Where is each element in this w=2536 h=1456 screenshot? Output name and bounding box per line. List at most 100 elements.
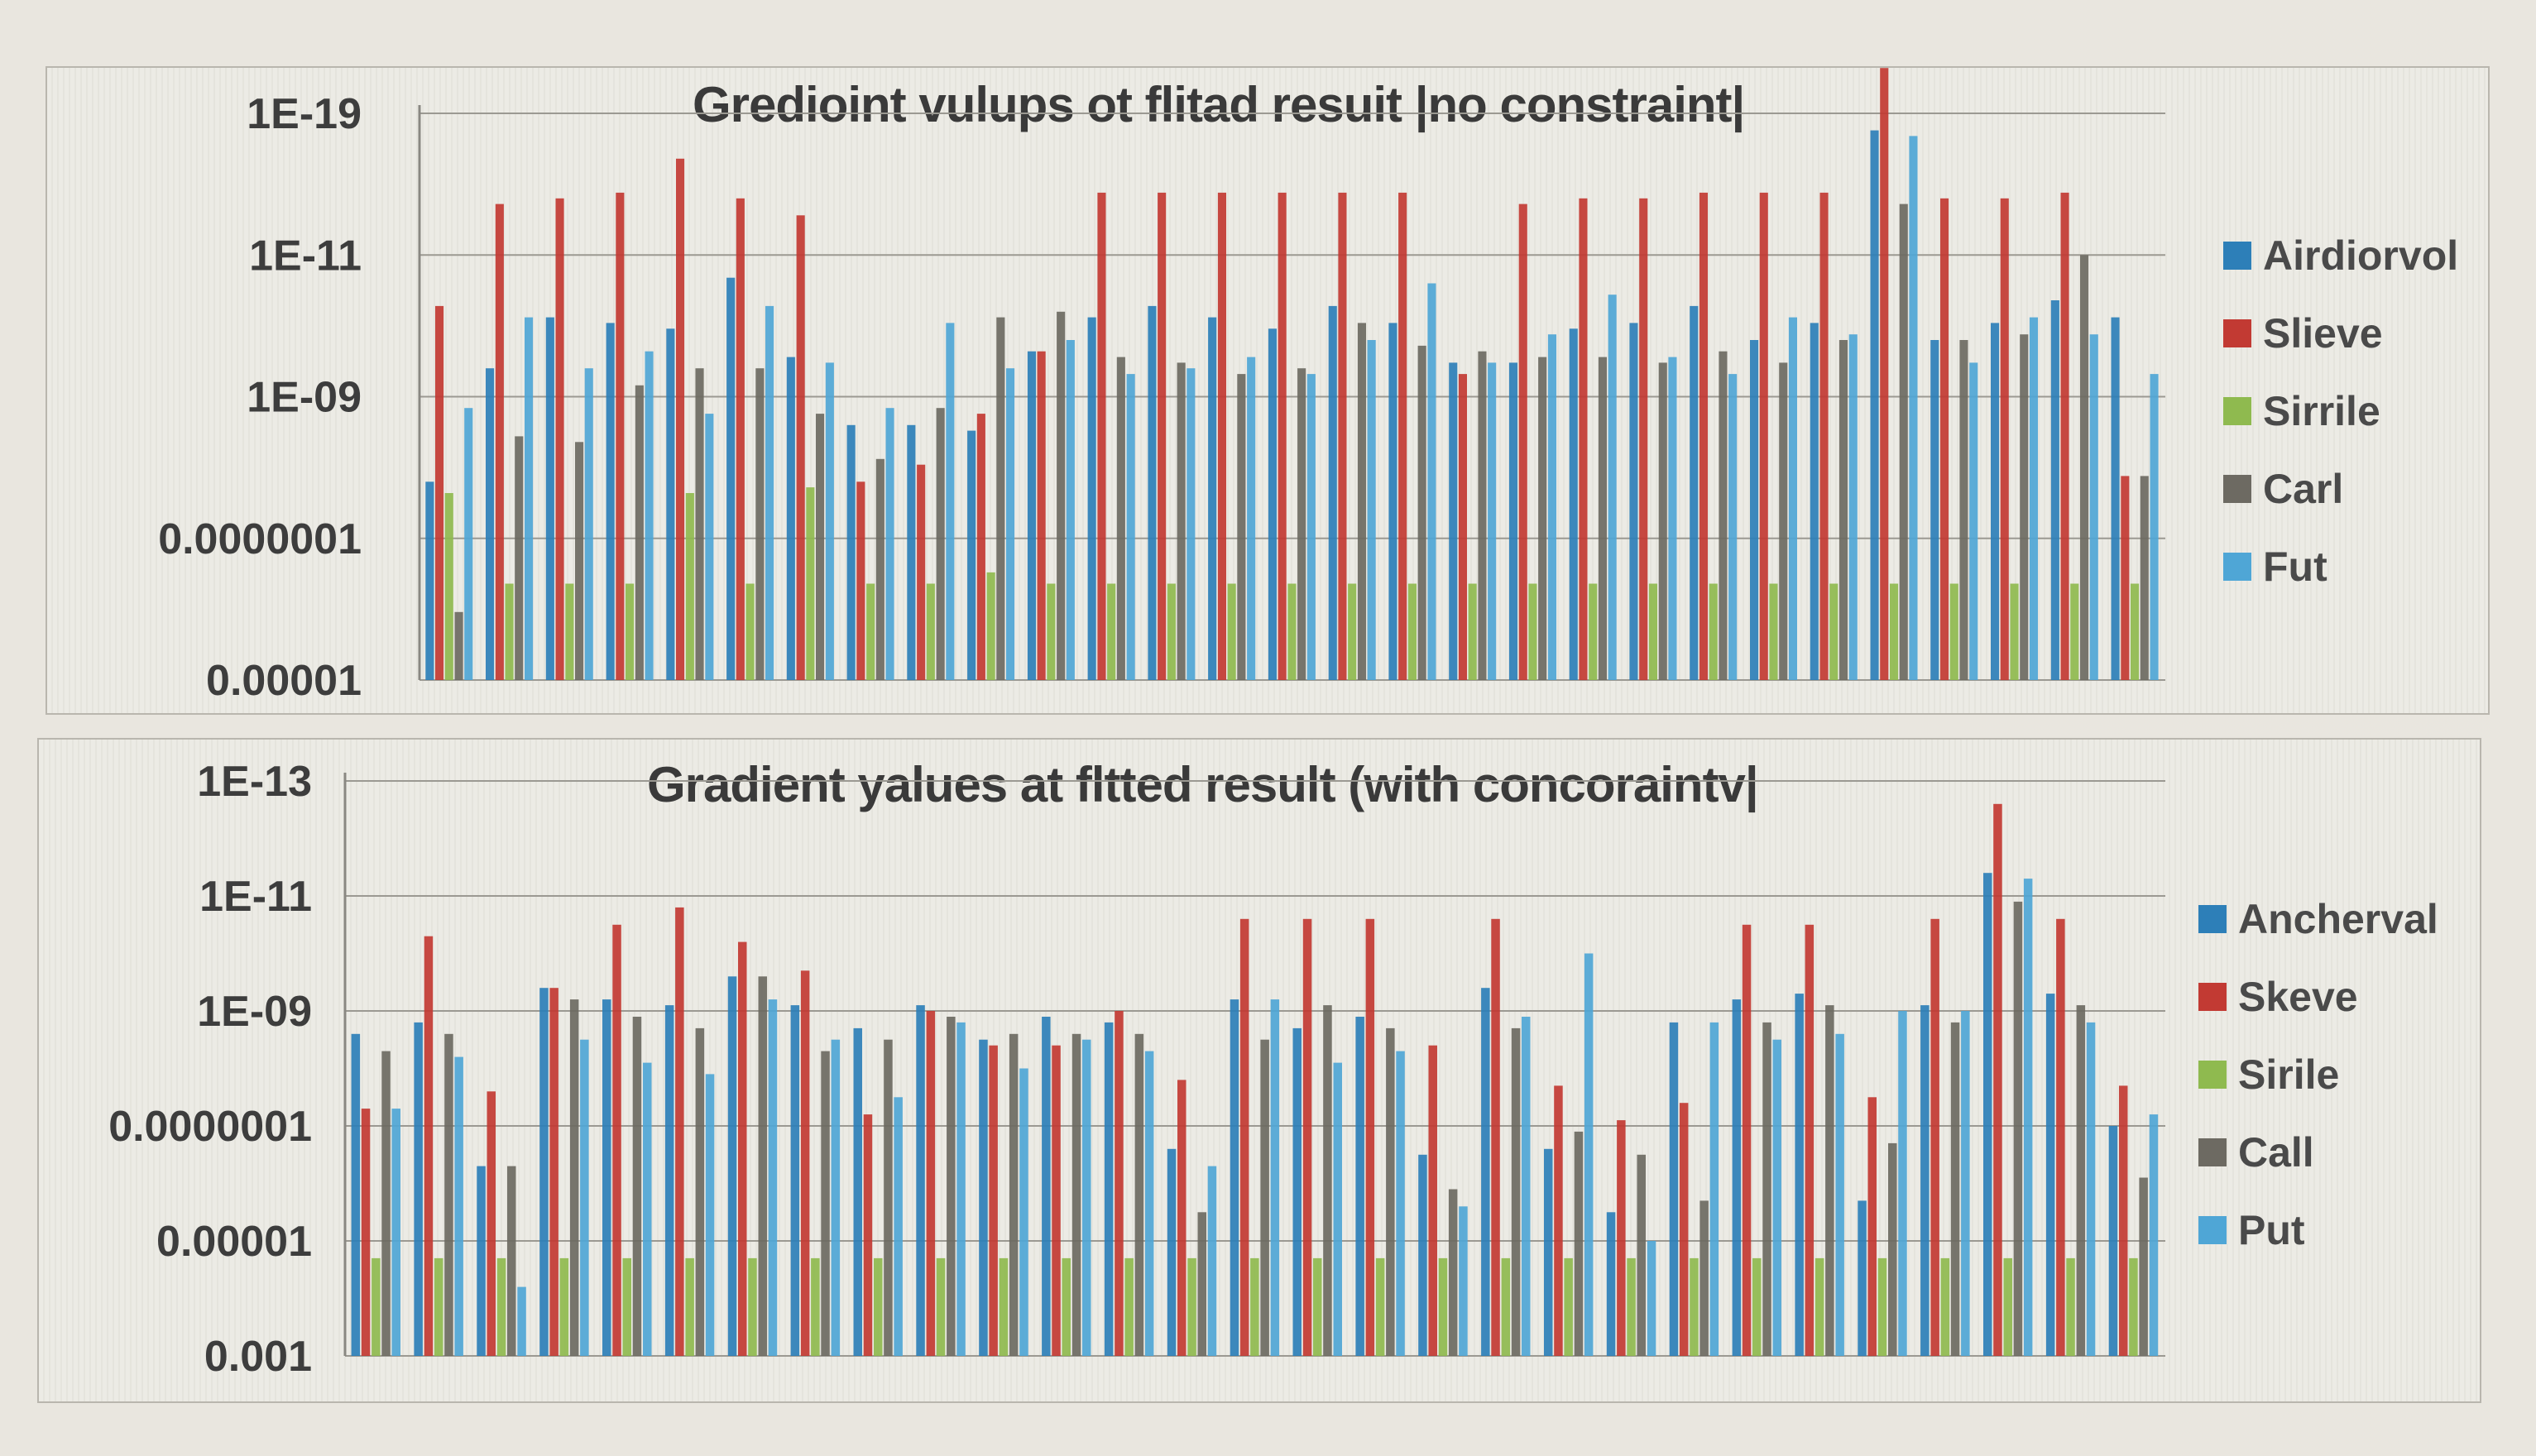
bar-put (643, 1062, 652, 1356)
bar-slieve (1579, 198, 1588, 681)
bar-sirile (1564, 1257, 1573, 1357)
bar-airdiorvol (1148, 305, 1157, 680)
bar-sirile (622, 1257, 631, 1357)
bar-carl (1357, 323, 1366, 680)
bar-sirrile (1589, 583, 1598, 680)
bar-call (695, 1027, 705, 1356)
bar-skeve (424, 936, 434, 1356)
bar-ancherval (602, 999, 611, 1356)
bar-skeve (989, 1045, 998, 1356)
bar-ancherval (2045, 994, 2055, 1356)
bar-put (1333, 1062, 1342, 1356)
bar-slieve (976, 414, 985, 680)
legend-item: Ancherval (2198, 880, 2438, 958)
bar-airdiorvol (1930, 340, 1939, 680)
bar-carl (1899, 204, 1908, 681)
bar-carl (1478, 351, 1487, 680)
bar-put (1396, 1051, 1405, 1356)
bar-airdiorvol (786, 357, 795, 680)
bar-call (444, 1033, 453, 1356)
bar-carl (875, 458, 884, 680)
bar-fut (1306, 374, 1316, 680)
bar-slieve (1338, 192, 1347, 680)
legend-swatch (2223, 553, 2251, 581)
bar-sirile (1627, 1257, 1636, 1357)
bar-sirrile (685, 493, 694, 681)
bar-put (1709, 1022, 1719, 1356)
bar-sirrile (444, 493, 453, 681)
chart-legend: Ancherval Skeve Sirile Call Put (2198, 880, 2438, 1269)
bar-sirrile (866, 583, 875, 680)
bar-ancherval (2108, 1126, 2118, 1356)
bar-sirrile (1227, 583, 1236, 680)
bar-put (705, 1074, 715, 1356)
bar-sirile (1187, 1257, 1196, 1357)
bar-fut (1427, 283, 1436, 680)
bar-airdiorvol (1388, 323, 1397, 680)
chart-legend: Airdiorvol Slieve Sirrile Carl Fut (2223, 217, 2458, 606)
bar-skeve (1554, 1085, 1563, 1356)
bar-fut (765, 305, 774, 680)
bar-fut (1247, 357, 1256, 680)
bar-carl (575, 442, 584, 680)
chart-title: Gradient yalues at fltted result (with c… (647, 757, 1759, 812)
bar-carl (1719, 351, 1728, 680)
legend-swatch (2198, 1138, 2227, 1166)
bar-skeve (738, 941, 747, 1356)
bar-sirrile (1829, 583, 1838, 680)
bar-sirrile (1167, 583, 1176, 680)
bar-airdiorvol (1690, 305, 1699, 680)
bar-put (1270, 999, 1280, 1356)
legend-label: Fut (2263, 544, 2327, 590)
bar-airdiorvol (1027, 351, 1036, 680)
bar-fut (525, 317, 534, 680)
bar-call (569, 999, 579, 1356)
bar-sirile (936, 1257, 946, 1357)
bar-put (1522, 1017, 1531, 1356)
legend-item: Slieve (2223, 295, 2458, 372)
bar-airdiorvol (1208, 317, 1217, 680)
bar-sirrile (806, 487, 815, 680)
bar-ancherval (1732, 999, 1742, 1356)
bar-sirile (1752, 1257, 1762, 1357)
bar-airdiorvol (2111, 317, 2120, 680)
bar-airdiorvol (1508, 362, 1517, 680)
bar-ancherval (414, 1022, 423, 1356)
bar-sirrile (2070, 583, 2079, 680)
bar-ancherval (1606, 1212, 1616, 1357)
bar-airdiorvol (2050, 300, 2059, 680)
bar-airdiorvol (425, 481, 434, 680)
bar-put (391, 1109, 400, 1356)
bar-fut (1547, 334, 1556, 680)
y-tick-label: 0.001 (204, 1333, 312, 1381)
bar-skeve (926, 1011, 936, 1356)
bar-sirrile (1047, 583, 1056, 680)
bar-sirrile (1287, 583, 1297, 680)
bar-put (2086, 1022, 2096, 1356)
bar-ancherval (853, 1027, 862, 1356)
legend-swatch (2198, 983, 2227, 1011)
bar-call (758, 976, 767, 1356)
bar-put (1082, 1039, 1091, 1356)
legend-label: Skeve (2238, 974, 2358, 1020)
bar-call (1511, 1027, 1521, 1356)
bar-slieve (1940, 198, 1949, 681)
bar-carl (1237, 374, 1246, 680)
bar-carl (1538, 357, 1547, 680)
bar-skeve (2119, 1085, 2128, 1356)
legend-swatch (2223, 319, 2251, 347)
bar-ancherval (664, 1005, 674, 1356)
bar-call (1260, 1039, 1269, 1356)
bar-slieve (495, 204, 504, 681)
legend-item: Skeve (2198, 958, 2438, 1036)
bar-skeve (863, 1114, 873, 1356)
bar-airdiorvol (907, 424, 916, 681)
bar-carl (1177, 362, 1186, 680)
y-tick-label: 1E-09 (247, 374, 362, 422)
legend-swatch (2198, 905, 2227, 933)
bar-fut (1728, 374, 1738, 680)
bar-ancherval (1042, 1017, 1051, 1356)
bar-airdiorvol (1810, 323, 1819, 680)
bar-sirrile (505, 583, 514, 680)
bar-sirrile (1528, 583, 1537, 680)
